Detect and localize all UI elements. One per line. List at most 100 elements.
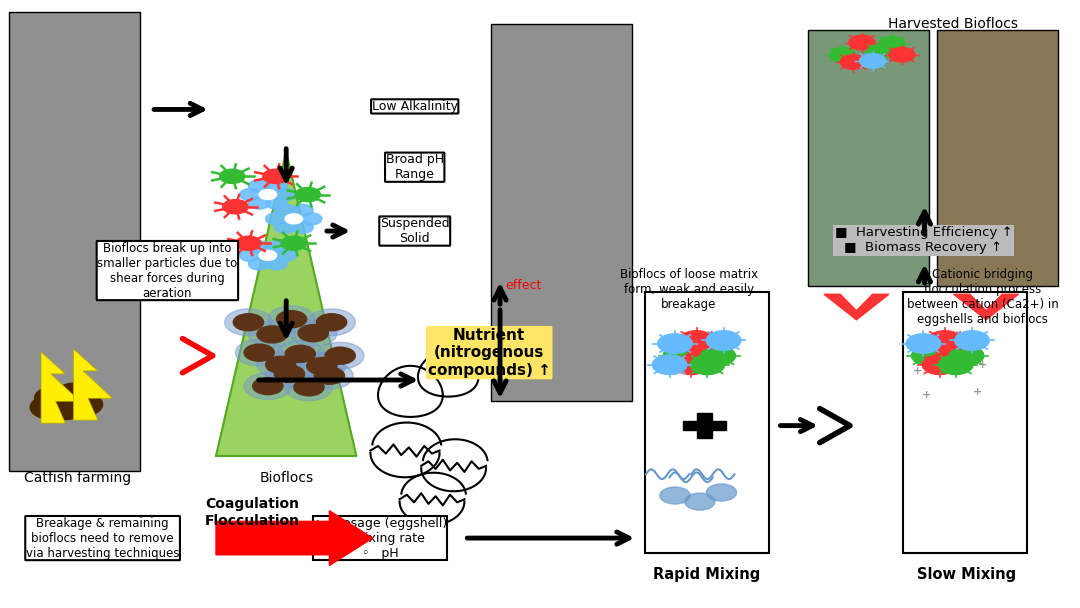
Text: Cationic bridging
flocculation process
between cation (Ca2+) in
eggshells and bi: Cationic bridging flocculation process b… bbox=[907, 268, 1058, 325]
Circle shape bbox=[266, 241, 287, 253]
Circle shape bbox=[308, 309, 355, 336]
Circle shape bbox=[257, 326, 287, 343]
Circle shape bbox=[248, 197, 270, 209]
Circle shape bbox=[685, 337, 719, 356]
Circle shape bbox=[674, 355, 708, 375]
Text: Coagulation
Flocculation: Coagulation Flocculation bbox=[205, 497, 300, 528]
Circle shape bbox=[281, 236, 307, 250]
FancyBboxPatch shape bbox=[645, 292, 769, 553]
Circle shape bbox=[222, 199, 248, 214]
FancyBboxPatch shape bbox=[9, 12, 140, 471]
Circle shape bbox=[840, 55, 866, 69]
Circle shape bbox=[298, 325, 328, 342]
Circle shape bbox=[294, 379, 324, 396]
Polygon shape bbox=[41, 352, 80, 423]
Text: Harvested Bioflocs: Harvested Bioflocs bbox=[888, 17, 1017, 31]
Circle shape bbox=[35, 386, 78, 410]
Circle shape bbox=[912, 346, 946, 365]
Circle shape bbox=[259, 250, 276, 260]
Circle shape bbox=[949, 346, 984, 365]
Circle shape bbox=[266, 258, 287, 270]
Circle shape bbox=[248, 258, 270, 270]
Text: Catfish farming: Catfish farming bbox=[24, 471, 132, 485]
Circle shape bbox=[266, 361, 313, 387]
Text: +: + bbox=[922, 390, 931, 400]
Circle shape bbox=[268, 306, 315, 333]
Circle shape bbox=[225, 309, 272, 336]
Polygon shape bbox=[954, 294, 1018, 320]
Circle shape bbox=[235, 339, 283, 366]
Circle shape bbox=[244, 344, 274, 361]
FancyBboxPatch shape bbox=[808, 30, 929, 286]
Circle shape bbox=[240, 188, 261, 201]
Circle shape bbox=[274, 204, 296, 216]
Text: effect: effect bbox=[505, 279, 542, 292]
Text: +: + bbox=[914, 366, 922, 376]
Circle shape bbox=[928, 331, 962, 350]
FancyBboxPatch shape bbox=[903, 292, 1027, 553]
Circle shape bbox=[276, 311, 307, 328]
Circle shape bbox=[316, 314, 347, 331]
Circle shape bbox=[292, 221, 313, 233]
Circle shape bbox=[658, 334, 692, 353]
Circle shape bbox=[314, 367, 345, 384]
Polygon shape bbox=[216, 511, 373, 565]
Circle shape bbox=[829, 47, 855, 62]
Text: Bioflocs: Bioflocs bbox=[259, 471, 313, 485]
Circle shape bbox=[679, 331, 714, 350]
Circle shape bbox=[325, 347, 355, 364]
Circle shape bbox=[285, 374, 333, 401]
Text: ◦   Dosage (eggshell)
◦   Mixing rate
◦   pH: ◦ Dosage (eggshell) ◦ Mixing rate ◦ pH bbox=[313, 517, 447, 559]
Circle shape bbox=[285, 345, 315, 362]
Circle shape bbox=[685, 493, 715, 510]
Circle shape bbox=[906, 334, 941, 353]
FancyBboxPatch shape bbox=[937, 30, 1058, 286]
Circle shape bbox=[43, 395, 86, 420]
Polygon shape bbox=[216, 152, 356, 456]
Circle shape bbox=[300, 213, 322, 225]
Circle shape bbox=[289, 320, 337, 347]
Text: Rapid Mixing: Rapid Mixing bbox=[652, 567, 760, 582]
Circle shape bbox=[248, 180, 270, 192]
Circle shape bbox=[274, 249, 296, 261]
Circle shape bbox=[59, 392, 103, 416]
Circle shape bbox=[706, 484, 737, 501]
Text: Low Alkalinity: Low Alkalinity bbox=[372, 100, 458, 113]
Circle shape bbox=[259, 190, 276, 199]
Circle shape bbox=[955, 331, 989, 350]
Circle shape bbox=[248, 321, 296, 348]
Text: Bioflocs break up into
smaller particles due to
shear forces during
aeration: Bioflocs break up into smaller particles… bbox=[97, 241, 238, 300]
Circle shape bbox=[879, 36, 905, 51]
Circle shape bbox=[219, 169, 245, 184]
Circle shape bbox=[316, 342, 364, 369]
FancyBboxPatch shape bbox=[491, 24, 632, 401]
Polygon shape bbox=[683, 413, 726, 438]
Circle shape bbox=[652, 355, 687, 375]
Text: Suspended
Solid: Suspended Solid bbox=[380, 217, 449, 245]
Circle shape bbox=[307, 358, 337, 375]
Polygon shape bbox=[824, 294, 889, 320]
Text: +: + bbox=[973, 387, 982, 397]
Circle shape bbox=[253, 378, 283, 395]
Circle shape bbox=[292, 204, 313, 216]
Text: Nutrient
(nitrogenous
compounds) ↑: Nutrient (nitrogenous compounds) ↑ bbox=[428, 328, 551, 378]
Circle shape bbox=[266, 356, 296, 373]
Circle shape bbox=[660, 487, 690, 504]
Circle shape bbox=[233, 314, 264, 331]
Circle shape bbox=[266, 213, 287, 225]
Circle shape bbox=[701, 346, 735, 365]
Circle shape bbox=[274, 188, 296, 201]
Circle shape bbox=[663, 346, 698, 365]
Circle shape bbox=[298, 353, 346, 379]
Circle shape bbox=[244, 373, 292, 399]
Text: ■  Harvesting Efficiency ↑
■  Biomass Recovery ↑: ■ Harvesting Efficiency ↑ ■ Biomass Reco… bbox=[835, 226, 1012, 254]
Circle shape bbox=[276, 340, 324, 367]
Circle shape bbox=[690, 355, 725, 375]
Circle shape bbox=[867, 44, 893, 59]
Text: Breakage & remaining
bioflocs need to remove
via harvesting techniques: Breakage & remaining bioflocs need to re… bbox=[26, 517, 179, 559]
Circle shape bbox=[295, 187, 321, 202]
Circle shape bbox=[706, 331, 741, 350]
Circle shape bbox=[306, 362, 353, 389]
Circle shape bbox=[860, 54, 886, 68]
Circle shape bbox=[235, 236, 261, 250]
